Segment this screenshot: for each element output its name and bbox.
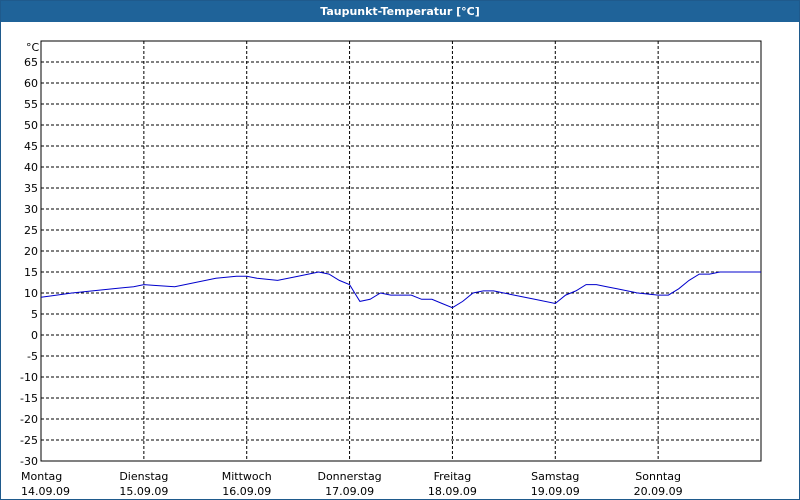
x-tick-date-label: 15.09.09 bbox=[119, 485, 168, 498]
y-tick-label: 50 bbox=[24, 119, 38, 132]
y-tick-label: -15 bbox=[20, 392, 38, 405]
chart-title: Taupunkt-Temperatur [°C] bbox=[1, 1, 799, 22]
x-axis-ticks: Montag 14.09.09 Dienstag 15.09.09 Mittwoch 16… bbox=[21, 470, 683, 498]
y-tick-label: -10 bbox=[20, 371, 38, 384]
y-tick-label: 0 bbox=[31, 329, 38, 342]
x-tick-date-label: 19.09.09 bbox=[531, 485, 580, 498]
y-tick-label: 55 bbox=[24, 98, 38, 111]
x-tick-day-label: Montag bbox=[21, 470, 62, 483]
x-tick-day-label: Samstag bbox=[531, 470, 579, 483]
x-tick-day-label: Dienstag bbox=[119, 470, 168, 483]
y-tick-label: 45 bbox=[24, 140, 38, 153]
y-tick-label: -20 bbox=[20, 413, 38, 426]
y-tick-label: 25 bbox=[24, 224, 38, 237]
y-axis-unit: °C bbox=[26, 41, 40, 54]
x-tick-date-label: 17.09.09 bbox=[325, 485, 374, 498]
x-tick-day-label: Freitag bbox=[434, 470, 472, 483]
y-tick-label: 60 bbox=[24, 77, 38, 90]
x-tick-date-label: 16.09.09 bbox=[222, 485, 271, 498]
x-tick-day-label: Sonntag bbox=[635, 470, 681, 483]
x-tick-day-label: Donnerstag bbox=[317, 470, 381, 483]
y-tick-label: 15 bbox=[24, 266, 38, 279]
y-tick-label: 35 bbox=[24, 182, 38, 195]
grid bbox=[41, 41, 761, 461]
y-tick-label: 10 bbox=[24, 287, 38, 300]
y-tick-label: -30 bbox=[20, 455, 38, 468]
y-tick-label: -5 bbox=[27, 350, 38, 363]
x-tick-date-label: 20.09.09 bbox=[634, 485, 683, 498]
x-tick-date-label: 18.09.09 bbox=[428, 485, 477, 498]
x-tick-date-label: 14.09.09 bbox=[21, 485, 70, 498]
x-tick-day-label: Mittwoch bbox=[222, 470, 272, 483]
y-axis-ticks: 65605550454035302520151050-5-10-15-20-25… bbox=[20, 56, 38, 468]
dewpoint-series-line bbox=[40, 271, 761, 309]
y-tick-label: 5 bbox=[31, 308, 38, 321]
plot-area bbox=[40, 40, 762, 462]
y-tick-label: 40 bbox=[24, 161, 38, 174]
y-tick-label: 30 bbox=[24, 203, 38, 216]
y-tick-label: 65 bbox=[24, 56, 38, 69]
y-tick-label: 20 bbox=[24, 245, 38, 258]
y-tick-label: -25 bbox=[20, 434, 38, 447]
